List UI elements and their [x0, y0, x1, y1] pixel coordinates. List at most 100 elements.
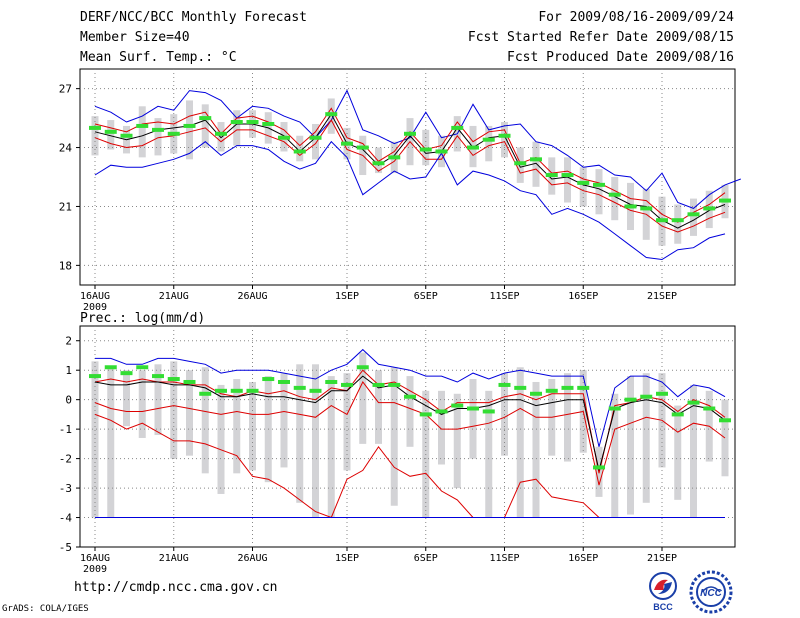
- panel2-spread-box: [312, 364, 319, 518]
- panel2-observed-mark: [404, 394, 416, 399]
- panel1-observed-mark: [372, 161, 385, 166]
- produced-date: Fcst Produced Date 2009/08/16: [507, 50, 734, 65]
- panel2-observed-mark: [388, 382, 401, 387]
- panel2-spread-box: [186, 370, 193, 456]
- precip-panel-title: Prec.: log(mm/d): [80, 311, 205, 326]
- panel2-xtick-label: 26AUG: [237, 553, 267, 564]
- panel1-observed-mark: [89, 125, 101, 130]
- panel1-xtick-label: 21SEP: [647, 291, 677, 302]
- panel1-observed-mark: [514, 161, 527, 166]
- forecast-period: For 2009/08/16-2009/09/24: [538, 10, 734, 25]
- panel2-observed-mark: [671, 412, 684, 417]
- panel2-observed-mark: [624, 397, 637, 402]
- panel2-observed-mark: [608, 406, 621, 411]
- panel2-spread-box: [233, 379, 241, 474]
- panel2-spread-box: [154, 364, 162, 436]
- panel1-ytick-label: 18: [59, 259, 72, 272]
- panel2-spread-box: [485, 390, 493, 518]
- panel1-spread-box: [579, 167, 587, 207]
- panel1-observed-mark: [136, 123, 149, 128]
- panel2-ytick-label: -4: [59, 512, 73, 525]
- variable-name: Mean Surf. Temp.: °C: [80, 50, 237, 65]
- panel2-observed-mark: [514, 385, 527, 390]
- panel2-observed-mark: [703, 406, 716, 411]
- panel2-observed-mark: [498, 382, 511, 387]
- ncc-logo-arc: [701, 586, 721, 593]
- panel1-spread-box: [595, 169, 603, 215]
- panel1-observed-mark: [104, 129, 117, 134]
- panel1-observed-mark: [624, 204, 637, 209]
- panel1-xtick-label: 21AUG: [159, 291, 189, 302]
- panel1-frame: [79, 68, 736, 286]
- bcc-logo-swoosh-red: [654, 579, 668, 590]
- panel2-observed-mark: [199, 391, 212, 396]
- panel2-observed-mark: [183, 379, 196, 384]
- panel2-ytick-label: -2: [59, 453, 72, 466]
- panel2-observed-mark: [687, 400, 700, 405]
- panel1-spread-box: [186, 100, 193, 160]
- panel2-line-max: [95, 348, 726, 447]
- panel2-spread-box: [453, 393, 461, 489]
- panel2-xtick-label: 16AUG: [80, 553, 110, 564]
- panel1-observed-mark: [593, 182, 605, 187]
- panel2-ytick-label: -1: [59, 423, 72, 436]
- panel1-spread-box: [201, 104, 209, 148]
- panel1-observed-mark: [199, 116, 212, 121]
- panel2-spread-box: [438, 390, 445, 465]
- panel1-line-max: [94, 89, 741, 209]
- panel1-observed-mark: [719, 198, 731, 203]
- panel2-observed-mark: [89, 374, 101, 379]
- panel2-spread-box: [406, 376, 414, 447]
- panel1-observed-mark: [341, 141, 353, 146]
- forecast-title: DERF/NCC/BCC Monthly Forecast: [80, 10, 307, 25]
- panel1-observed-mark: [482, 137, 495, 142]
- panel1-year-label: 2009: [83, 302, 107, 313]
- panel1-observed-mark: [325, 112, 338, 117]
- panel2-ytick-label: 1: [65, 364, 72, 377]
- ncc-logo: NCC: [689, 570, 733, 614]
- panel1-spread-box: [91, 116, 99, 156]
- panel2-ytick-label: -5: [59, 541, 72, 554]
- start-date: Fcst Started Refer Date 2009/08/15: [467, 30, 734, 45]
- panel1-spread-box: [501, 122, 508, 158]
- member-size: Member Size=40: [80, 30, 190, 45]
- header-right: For 2009/08/16-2009/09/24 Fcst Started R…: [468, 8, 734, 68]
- panel1-observed-mark: [608, 192, 621, 197]
- panel2-xtick-label: 6SEP: [414, 553, 438, 564]
- panel2-observed-mark: [467, 406, 479, 411]
- panel2-xtick-label: 21SEP: [647, 553, 677, 564]
- panel1-observed-mark: [419, 147, 432, 152]
- panel2-spread-box: [532, 381, 540, 518]
- panel2-observed-mark: [561, 385, 574, 390]
- source-url[interactable]: http://cmdp.ncc.cma.gov.cn: [74, 580, 278, 595]
- panel1-xtick-label: 1SEP: [335, 291, 359, 302]
- panel1-observed-mark: [230, 120, 243, 125]
- panel2-spread-box: [642, 373, 650, 503]
- panel1-observed-mark: [656, 218, 668, 223]
- panel1-observed-mark: [293, 149, 306, 154]
- panel1-observed-mark: [671, 218, 684, 223]
- panel2-observed-mark: [530, 391, 542, 396]
- panel2-spread-box: [690, 384, 697, 518]
- panel2-spread-box: [327, 376, 335, 518]
- panel2-spread-box: [296, 364, 304, 503]
- panel2-observed-mark: [656, 391, 668, 396]
- panel2-observed-mark: [246, 388, 259, 393]
- panel2-ytick-label: 0: [65, 394, 72, 407]
- panel1-observed-mark: [640, 206, 653, 211]
- panel2-observed-mark: [230, 388, 243, 393]
- panel1-spread-box: [375, 147, 382, 174]
- panel1-spread-box: [138, 106, 146, 158]
- panel2-frame: [79, 325, 736, 548]
- panel2-observed-mark: [215, 388, 227, 393]
- panel2-observed-mark: [640, 394, 653, 399]
- panel2-xtick-label: 21AUG: [159, 553, 189, 564]
- bcc-logo-swoosh-blue: [658, 582, 672, 594]
- panel1-observed-mark: [530, 157, 542, 162]
- panel1-spread-box: [217, 122, 225, 152]
- panel2-observed-mark: [372, 382, 385, 387]
- panel1-observed-mark: [120, 133, 133, 138]
- panel2-spread-box: [91, 361, 99, 518]
- panel1-xtick-label: 6SEP: [414, 291, 438, 302]
- panel1-observed-mark: [467, 145, 479, 150]
